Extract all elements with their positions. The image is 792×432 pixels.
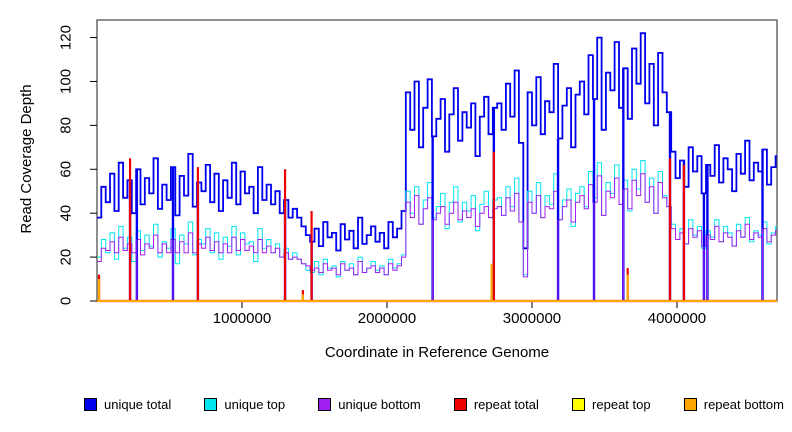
legend-item-repeat-bottom: repeat bottom <box>683 397 784 412</box>
legend-swatch-repeat-top <box>572 398 586 411</box>
x-tick-label: 3000000 <box>503 310 561 327</box>
y-tick-label: 80 <box>58 117 75 134</box>
legend-swatch-unique-total <box>84 398 97 411</box>
legend-swatch-repeat-bottom <box>683 398 697 411</box>
legend-label-repeat-total: repeat total <box>473 397 539 412</box>
legend-label-unique-bottom: unique bottom <box>338 397 421 412</box>
y-tick-label: 60 <box>58 161 75 178</box>
legend-label-repeat-top: repeat top <box>592 397 651 412</box>
y-tick-label: 20 <box>58 249 75 266</box>
legend-item-repeat-top: repeat top <box>572 397 651 412</box>
legend-item-unique-bottom: unique bottom <box>318 397 421 412</box>
legend-item-repeat-total: repeat total <box>453 397 539 412</box>
series-unique-top-line <box>97 160 777 278</box>
legend-label-unique-top: unique top <box>224 397 286 412</box>
legend-item-unique-total: unique total <box>84 397 171 412</box>
x-tick-label: 4000000 <box>648 310 706 327</box>
series-unique-total-line <box>97 32 777 252</box>
y-tick-label: 100 <box>58 69 75 94</box>
legend-item-unique-top: unique top <box>204 397 285 412</box>
y-axis-title: Read Coverage Depth <box>18 84 35 234</box>
y-tick-label: 40 <box>58 205 75 222</box>
y-tick-label: 0 <box>58 297 75 305</box>
x-tick-label: 1000000 <box>213 310 271 327</box>
x-axis-title: Coordinate in Reference Genome <box>324 344 550 361</box>
series-unique-bottom-line <box>97 173 777 278</box>
legend-label-repeat-bottom: repeat bottom <box>703 397 784 412</box>
legend-swatch-unique-top <box>204 398 218 411</box>
legend-swatch-unique-bottom <box>318 398 332 411</box>
y-tick-label: 120 <box>58 25 75 50</box>
legend-label-unique-total: unique total <box>104 397 172 412</box>
x-tick-label: 2000000 <box>358 310 416 327</box>
legend: unique total unique top unique bottom repea… <box>84 397 784 412</box>
legend-swatch-repeat-total <box>453 398 467 411</box>
